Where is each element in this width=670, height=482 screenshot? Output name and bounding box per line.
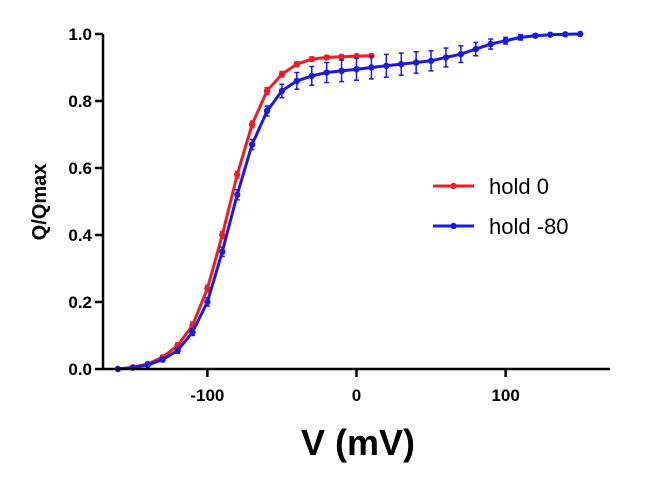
legend-label: hold 0	[489, 174, 549, 199]
x-axis-title: V (mV)	[301, 422, 415, 463]
x-tick-label: 100	[491, 386, 519, 405]
data-point	[502, 37, 509, 44]
data-point	[562, 31, 569, 38]
data-point	[234, 191, 241, 198]
series-1	[114, 30, 584, 373]
data-point	[427, 57, 435, 64]
legend-marker	[450, 222, 457, 230]
data-point	[442, 54, 450, 61]
x-tick-label: -100	[190, 386, 224, 405]
plot-area	[114, 30, 584, 373]
data-point	[219, 248, 226, 255]
data-point	[278, 71, 286, 78]
data-point	[204, 285, 211, 292]
data-point	[263, 107, 271, 115]
series-0	[114, 52, 375, 373]
y-tick-label: 0.2	[68, 293, 92, 312]
data-point	[517, 34, 524, 41]
data-point	[308, 72, 315, 80]
y-tick-label: 0.6	[68, 159, 92, 178]
data-point	[308, 55, 315, 63]
data-point	[263, 87, 271, 95]
axes: 0.0 0.2 0.4 0.6 0.8 1.0 -100 0 100	[68, 25, 610, 405]
data-point	[368, 64, 375, 71]
legend-item-0: hold 0	[433, 174, 549, 199]
data-point	[457, 50, 465, 58]
y-tick-label: 0.8	[68, 92, 92, 111]
data-point	[412, 59, 420, 66]
data-point	[204, 298, 211, 306]
data-point	[189, 328, 196, 336]
data-point	[532, 32, 539, 39]
legend: hold 0 hold -80	[433, 174, 569, 239]
x-tick-label: 0	[352, 386, 361, 405]
data-point	[576, 30, 584, 38]
data-point	[383, 62, 390, 70]
legend-item-1: hold -80	[433, 214, 569, 239]
data-point	[338, 53, 345, 60]
data-point	[398, 60, 405, 68]
data-point	[234, 171, 241, 178]
y-tick-label: 1.0	[68, 25, 92, 44]
data-point	[323, 69, 330, 76]
data-point	[248, 141, 256, 148]
data-point	[174, 347, 181, 354]
data-point	[144, 361, 151, 369]
y-axis-title: Q/Qmax	[29, 164, 51, 241]
y-tick-label: 0.4	[68, 226, 92, 245]
series-line	[117, 32, 581, 371]
data-point	[159, 356, 166, 363]
series-line	[117, 54, 372, 371]
data-point	[278, 87, 286, 95]
data-point	[353, 65, 360, 73]
legend-label: hold -80	[489, 214, 569, 239]
data-point	[338, 67, 345, 75]
data-point	[219, 231, 226, 239]
data-point	[487, 40, 494, 48]
data-point	[472, 45, 479, 53]
data-point	[323, 54, 330, 61]
data-point	[248, 121, 256, 128]
data-point	[293, 77, 301, 85]
y-tick-label: 0.0	[68, 360, 92, 379]
data-point	[293, 60, 301, 68]
data-point	[547, 31, 554, 38]
legend-marker	[450, 182, 457, 190]
